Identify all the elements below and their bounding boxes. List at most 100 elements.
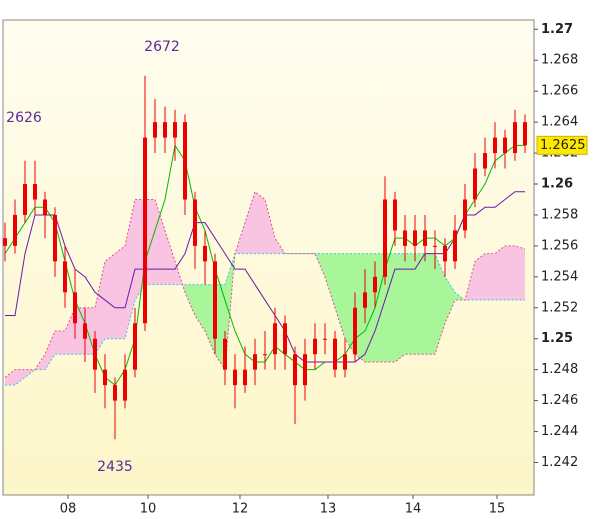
candle-body xyxy=(143,137,147,324)
candle-body xyxy=(443,245,447,262)
x-tick-label: 15 xyxy=(489,502,506,517)
candle-body xyxy=(453,230,457,262)
cloud-segment xyxy=(265,199,275,254)
candle-body xyxy=(153,122,157,138)
y-tick-label: 1.27 xyxy=(541,22,573,37)
y-tick-label: 1.244 xyxy=(541,424,578,439)
candle-body xyxy=(213,261,217,339)
candle-body xyxy=(223,338,227,370)
candle-body xyxy=(373,276,377,293)
x-tick-label: 14 xyxy=(405,502,422,517)
cloud-segment xyxy=(205,284,215,355)
candle-body xyxy=(333,338,337,370)
candle-body xyxy=(103,369,107,386)
candle-body xyxy=(23,184,27,215)
x-tick-label: 12 xyxy=(232,502,249,517)
cloud-segment xyxy=(505,245,515,301)
cloud-segment xyxy=(395,253,405,362)
cloud-segment xyxy=(85,307,95,355)
price-tag-label: 1.2625 xyxy=(540,138,586,153)
cloud-segment xyxy=(385,253,395,362)
candle-body xyxy=(383,199,387,277)
y-tick-label: 1.256 xyxy=(541,238,578,253)
candle-body xyxy=(283,323,287,355)
candle-body xyxy=(63,261,67,293)
candle-body xyxy=(3,238,7,246)
indicator-line xyxy=(5,191,525,363)
candle-body xyxy=(393,199,397,231)
candle-body xyxy=(133,323,137,370)
y-tick-label: 1.258 xyxy=(541,207,578,222)
cloud-segment xyxy=(65,307,75,355)
x-tick-label: 08 xyxy=(60,502,77,517)
candle-body xyxy=(503,137,507,154)
y-tick-label: 1.254 xyxy=(541,269,578,284)
candle-body xyxy=(53,214,57,262)
annotation: 2626 xyxy=(6,110,42,126)
cloud-segment xyxy=(75,307,85,355)
y-tick-label: 1.242 xyxy=(541,455,578,470)
y-tick-label: 1.246 xyxy=(541,393,578,408)
price-tag xyxy=(536,135,588,155)
cloud-segment xyxy=(485,253,495,301)
candle-body xyxy=(123,369,127,401)
y-tick-label: 1.264 xyxy=(541,115,578,130)
candle-body xyxy=(483,153,487,169)
cloud-segment xyxy=(135,199,145,301)
candle-body xyxy=(43,199,47,215)
y-tick-label: 1.26 xyxy=(541,177,573,192)
cloud-segment xyxy=(255,191,265,254)
cloud-segment xyxy=(475,253,485,301)
cloud-segment xyxy=(365,253,375,362)
candle-body xyxy=(263,354,267,356)
cloud-segment xyxy=(415,253,425,355)
annotation: 2435 xyxy=(97,459,133,475)
cloud-segment xyxy=(155,199,165,285)
cloud-segment xyxy=(495,245,505,301)
candle-body xyxy=(253,354,257,370)
cloud-segment xyxy=(55,330,65,355)
x-tick-label: 13 xyxy=(320,502,337,517)
cloud-segment xyxy=(115,245,125,339)
candle-body xyxy=(433,245,437,247)
candle-body xyxy=(323,338,327,340)
cloud-segment xyxy=(245,191,255,254)
cloud-segment xyxy=(355,253,365,362)
candle-body xyxy=(113,385,117,401)
cloud-segment xyxy=(425,253,435,355)
cloud-segment xyxy=(105,253,115,339)
cloud-segment xyxy=(185,284,195,316)
cloud-segment xyxy=(335,253,345,339)
cloud-segment xyxy=(195,284,205,331)
cloud-segment xyxy=(5,369,15,386)
y-tick-label: 1.25 xyxy=(541,331,573,346)
annotation: 2672 xyxy=(144,39,180,55)
candle-body xyxy=(413,230,417,246)
candle-body xyxy=(93,338,97,370)
candle-body xyxy=(203,245,207,262)
cloud-segment xyxy=(325,253,335,308)
cloud-span xyxy=(4,190,526,378)
candle-body xyxy=(273,323,277,355)
cloud-segment xyxy=(145,199,155,285)
candle-body xyxy=(303,354,307,386)
candle-body xyxy=(473,168,477,200)
cloud-segment xyxy=(435,253,445,355)
candle-body xyxy=(183,122,187,200)
candle-body xyxy=(403,230,407,246)
candle-body xyxy=(163,122,167,138)
candle-body xyxy=(423,230,427,246)
cloud-segment xyxy=(455,292,465,301)
candle-body xyxy=(313,338,317,355)
cloud-segment xyxy=(45,330,55,370)
candle-body xyxy=(493,137,497,154)
x-tick-label: 10 xyxy=(140,502,157,517)
y-tick-label: 1.268 xyxy=(541,53,578,68)
candle-body xyxy=(33,184,37,200)
candle-body xyxy=(233,369,237,386)
candle-body xyxy=(243,369,247,386)
candle-body xyxy=(73,292,77,324)
y-tick-label: 1.266 xyxy=(541,84,578,99)
